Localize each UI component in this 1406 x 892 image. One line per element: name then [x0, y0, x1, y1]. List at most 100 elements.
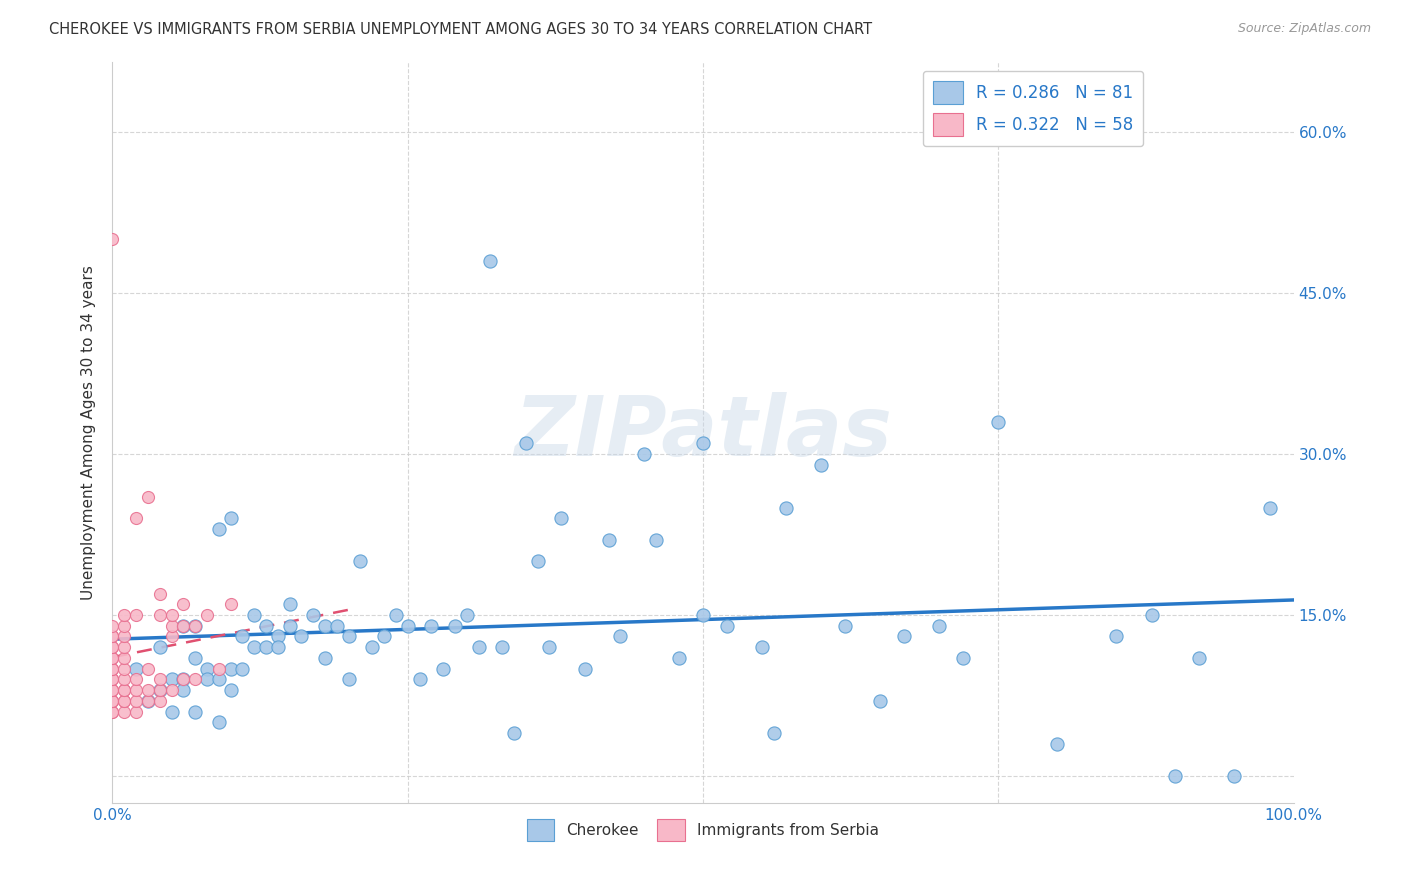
- Point: [160, 673, 183, 687]
- Point: [267, 640, 290, 655]
- Point: [149, 683, 172, 698]
- Point: [1223, 769, 1246, 783]
- Point: [373, 630, 395, 644]
- Point: [633, 447, 655, 461]
- Point: [396, 619, 419, 633]
- Point: [467, 640, 489, 655]
- Point: [208, 662, 231, 676]
- Point: [928, 619, 950, 633]
- Point: [160, 607, 183, 622]
- Text: CHEROKEE VS IMMIGRANTS FROM SERBIA UNEMPLOYMENT AMONG AGES 30 TO 34 YEARS CORREL: CHEROKEE VS IMMIGRANTS FROM SERBIA UNEMP…: [49, 22, 872, 37]
- Point: [195, 673, 218, 687]
- Point: [101, 694, 124, 708]
- Point: [219, 597, 242, 611]
- Y-axis label: Unemployment Among Ages 30 to 34 years: Unemployment Among Ages 30 to 34 years: [80, 265, 96, 600]
- Point: [112, 683, 135, 698]
- Point: [810, 458, 832, 472]
- Point: [538, 640, 561, 655]
- Point: [160, 630, 183, 644]
- Point: [101, 673, 124, 687]
- Point: [112, 662, 135, 676]
- Point: [125, 511, 148, 525]
- Point: [208, 522, 231, 536]
- Point: [136, 490, 159, 504]
- Point: [290, 630, 312, 644]
- Point: [112, 694, 135, 708]
- Point: [172, 619, 194, 633]
- Point: [208, 715, 231, 730]
- Point: [101, 673, 124, 687]
- Point: [149, 694, 172, 708]
- Point: [267, 630, 290, 644]
- Point: [231, 630, 253, 644]
- Point: [456, 607, 478, 622]
- Point: [101, 705, 124, 719]
- Point: [278, 597, 301, 611]
- Point: [160, 619, 183, 633]
- Point: [101, 640, 124, 655]
- Point: [314, 619, 336, 633]
- Point: [101, 651, 124, 665]
- Point: [101, 630, 124, 644]
- Point: [149, 607, 172, 622]
- Point: [112, 651, 135, 665]
- Point: [349, 554, 371, 568]
- Point: [184, 619, 207, 633]
- Point: [692, 607, 714, 622]
- Point: [1258, 500, 1281, 515]
- Point: [1105, 630, 1128, 644]
- Point: [503, 726, 526, 740]
- Point: [184, 651, 207, 665]
- Point: [254, 640, 277, 655]
- Point: [125, 683, 148, 698]
- Point: [762, 726, 785, 740]
- Point: [101, 683, 124, 698]
- Point: [302, 607, 325, 622]
- Point: [101, 630, 124, 644]
- Point: [195, 607, 218, 622]
- Point: [101, 662, 124, 676]
- Point: [149, 640, 172, 655]
- Point: [775, 500, 797, 515]
- Point: [112, 705, 135, 719]
- Legend: Cherokee, Immigrants from Serbia: Cherokee, Immigrants from Serbia: [520, 814, 886, 847]
- Point: [337, 673, 360, 687]
- Point: [195, 662, 218, 676]
- Point: [125, 694, 148, 708]
- Point: [231, 662, 253, 676]
- Point: [952, 651, 974, 665]
- Point: [515, 436, 537, 450]
- Point: [408, 673, 430, 687]
- Point: [254, 619, 277, 633]
- Point: [112, 630, 135, 644]
- Point: [1046, 737, 1069, 751]
- Point: [1140, 607, 1163, 622]
- Point: [112, 607, 135, 622]
- Point: [184, 619, 207, 633]
- Point: [644, 533, 666, 547]
- Point: [136, 683, 159, 698]
- Point: [112, 640, 135, 655]
- Point: [160, 683, 183, 698]
- Point: [834, 619, 856, 633]
- Point: [160, 705, 183, 719]
- Point: [184, 673, 207, 687]
- Point: [668, 651, 690, 665]
- Point: [112, 673, 135, 687]
- Point: [432, 662, 454, 676]
- Point: [101, 651, 124, 665]
- Text: Source: ZipAtlas.com: Source: ZipAtlas.com: [1237, 22, 1371, 36]
- Point: [136, 694, 159, 708]
- Point: [125, 662, 148, 676]
- Point: [172, 619, 194, 633]
- Point: [112, 619, 135, 633]
- Point: [385, 607, 408, 622]
- Point: [101, 662, 124, 676]
- Point: [278, 619, 301, 633]
- Point: [1164, 769, 1187, 783]
- Point: [526, 554, 548, 568]
- Point: [420, 619, 443, 633]
- Point: [149, 673, 172, 687]
- Point: [172, 673, 194, 687]
- Point: [101, 705, 124, 719]
